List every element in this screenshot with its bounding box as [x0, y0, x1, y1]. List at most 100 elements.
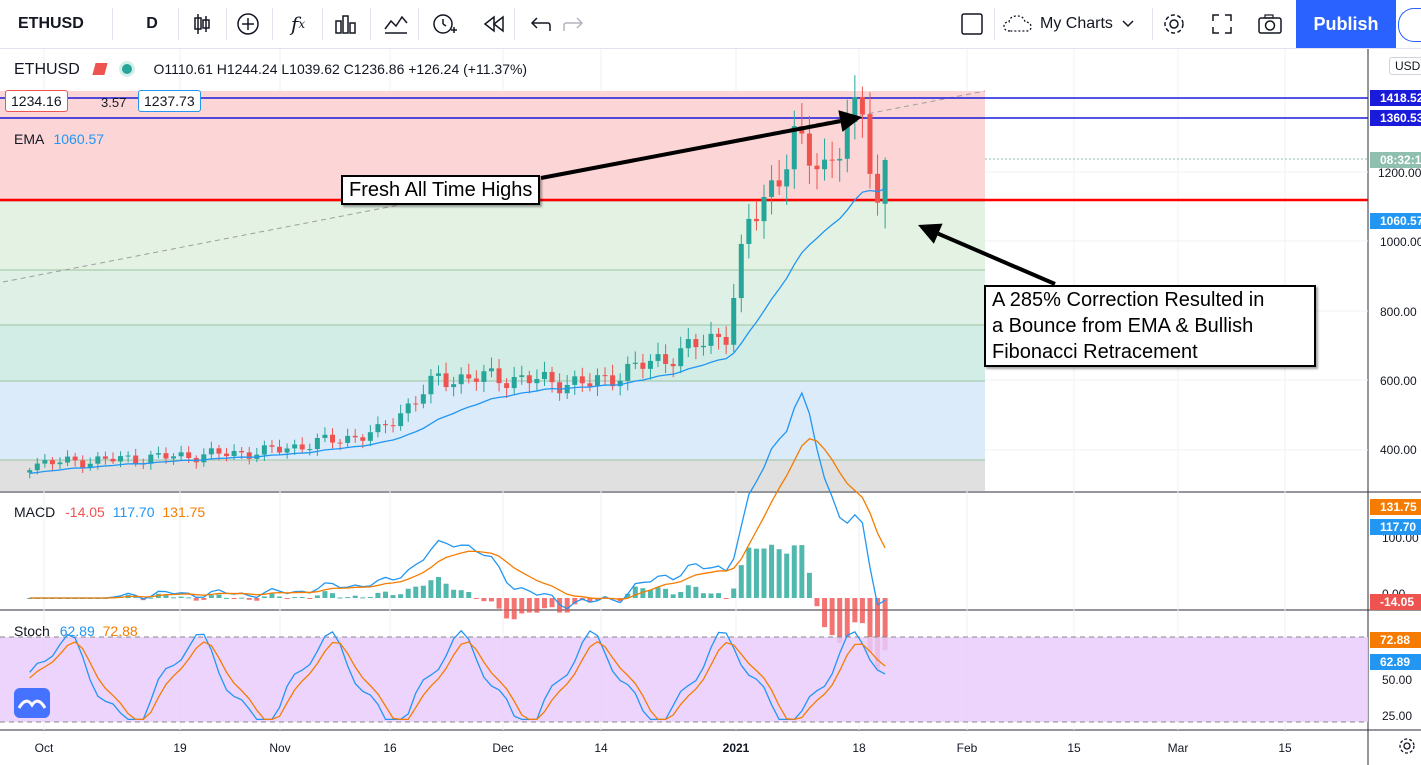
- flag-icon[interactable]: [92, 63, 108, 75]
- candle-body: [420, 394, 426, 404]
- bid-price[interactable]: 1234.16: [5, 90, 68, 112]
- macd-histogram-bar: [723, 598, 729, 599]
- macd-histogram-bar: [776, 549, 782, 598]
- macd-histogram-bar: [428, 580, 434, 598]
- currency-label[interactable]: USD: [1389, 57, 1421, 75]
- macd-histogram-bar: [761, 548, 767, 598]
- layouts-icon[interactable]: [380, 8, 412, 40]
- candle-body: [852, 97, 858, 123]
- settings-gear-icon[interactable]: [1158, 8, 1190, 40]
- macd-histogram-bar: [398, 594, 404, 598]
- toolbar-divider: [112, 8, 113, 40]
- fullscreen-icon[interactable]: [1206, 8, 1238, 40]
- templates-icon[interactable]: [330, 8, 362, 40]
- macd-histogram-bar: [572, 598, 578, 605]
- redo-icon[interactable]: [558, 8, 590, 40]
- candle-body: [814, 165, 820, 170]
- macd-line-value: 117.70: [112, 504, 155, 520]
- macd-histogram-bar: [193, 598, 199, 601]
- candle-body: [829, 159, 835, 161]
- time-axis-settings-icon[interactable]: [1398, 737, 1416, 760]
- macd-histogram-bar: [655, 587, 661, 598]
- my-charts-button[interactable]: My Charts: [1002, 8, 1146, 40]
- candle-body: [640, 362, 646, 369]
- publish-button[interactable]: Publish: [1296, 0, 1396, 48]
- candle-body: [511, 376, 517, 389]
- fullscreen-toggle-icon[interactable]: [956, 8, 988, 40]
- candle-body: [87, 463, 93, 468]
- time-tick: Mar: [1167, 741, 1189, 755]
- candle-body: [663, 354, 669, 364]
- candle-body: [72, 456, 78, 461]
- candle-body: [594, 375, 600, 387]
- stoch-d-line: [29, 640, 886, 721]
- candle-body: [42, 460, 48, 464]
- macd-histogram-bar: [337, 597, 343, 599]
- macd-histogram-bar: [473, 598, 479, 599]
- macd-histogram-bar: [852, 598, 858, 623]
- candle-body: [171, 456, 177, 459]
- macd-histogram-bar: [829, 598, 835, 636]
- candle-body: [277, 446, 283, 453]
- ask-price[interactable]: 1237.73: [138, 90, 201, 112]
- alert-clock-icon[interactable]: [428, 8, 460, 40]
- candle-body: [428, 375, 434, 395]
- symbol-search[interactable]: ETHUSD: [18, 15, 84, 32]
- macd-histogram-bar: [314, 595, 320, 598]
- tradingview-logo: [14, 688, 50, 718]
- candle-body: [723, 336, 729, 345]
- price-tick: 1000.00: [1380, 235, 1421, 249]
- camera-icon[interactable]: [1254, 8, 1286, 40]
- arrow-to-highs-head: [838, 110, 862, 132]
- compare-plus-icon[interactable]: [232, 8, 264, 40]
- macd-histogram-bar: [216, 594, 222, 598]
- candle-body: [534, 379, 540, 384]
- stoch-k-line: [29, 629, 886, 721]
- time-tick: 18: [852, 741, 866, 755]
- macd-histogram-bar: [360, 597, 366, 599]
- countdown-tag: 08:32:19: [1370, 152, 1421, 168]
- macd-legend: MACD -14.05 117.70 131.75: [14, 504, 205, 520]
- macd-histogram-bar: [405, 588, 411, 598]
- macd-histogram-bar: [413, 586, 419, 598]
- panel-toggle-button[interactable]: [1398, 8, 1421, 42]
- macd-histogram-bar: [133, 597, 139, 599]
- macd-histogram-bar: [746, 547, 752, 598]
- candle-body: [65, 456, 71, 463]
- macd-line: [29, 391, 886, 610]
- macd-histogram-bar: [867, 598, 873, 653]
- macd-histogram-bar: [284, 598, 290, 599]
- candle-body: [526, 375, 532, 384]
- chart-canvas[interactable]: [0, 49, 1421, 765]
- macd-histogram-bar: [171, 597, 177, 599]
- macd-histogram-bar: [148, 597, 154, 599]
- interval-button[interactable]: D: [146, 15, 158, 32]
- candle-body: [776, 180, 782, 187]
- time-tick: Dec: [492, 741, 514, 755]
- replay-icon[interactable]: [478, 8, 510, 40]
- annotation-line: A 285% Correction Resulted in: [992, 289, 1265, 311]
- macd-signal-value: 131.75: [162, 504, 206, 520]
- time-tick: 15: [1278, 741, 1292, 755]
- macd-histogram-bar: [526, 598, 532, 613]
- price-tick: 1200.00: [1378, 166, 1421, 180]
- candle-body: [791, 126, 797, 170]
- candle-body: [178, 452, 184, 457]
- toolbar-divider: [994, 8, 995, 40]
- candle-body: [685, 339, 691, 349]
- undo-icon[interactable]: [524, 8, 556, 40]
- macd-histogram-bar: [466, 591, 472, 598]
- candle-body: [738, 243, 744, 299]
- candle-body: [224, 453, 230, 457]
- candle-body: [292, 444, 298, 449]
- candle-body: [700, 345, 706, 348]
- cloud-icon: [1003, 15, 1032, 32]
- price-tag-1360: 1360.53: [1370, 110, 1421, 126]
- macd-histogram-bar: [186, 597, 192, 599]
- candles-icon[interactable]: [186, 8, 218, 40]
- macd-histogram-bar: [458, 590, 464, 598]
- candle-body: [859, 97, 865, 115]
- candle-body: [572, 376, 578, 385]
- candle-body: [307, 449, 313, 451]
